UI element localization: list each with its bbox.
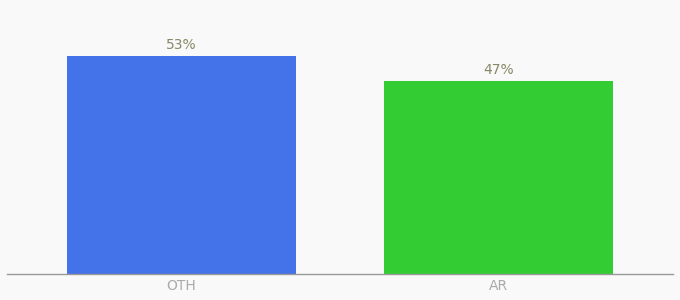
Text: 53%: 53% [166, 38, 197, 52]
Bar [384, 81, 613, 274]
Bar [67, 56, 296, 274]
Text: 47%: 47% [483, 63, 514, 77]
